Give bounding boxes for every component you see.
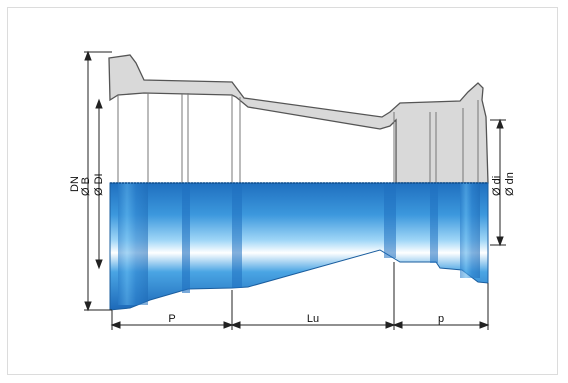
label-ob: Ø B <box>80 177 92 196</box>
label-p-lower: p <box>438 313 444 325</box>
dimension-lines <box>84 50 506 330</box>
label-odi-upper: Ø DI <box>93 173 105 196</box>
label-odi-lower: Ø di <box>491 176 503 196</box>
label-odn: Ø dn <box>504 172 516 196</box>
bore-lines <box>117 93 479 183</box>
label-dn: DN <box>69 176 81 192</box>
socket-bands <box>118 183 480 305</box>
label-lu: Lu <box>307 313 319 325</box>
label-p-upper: P <box>168 313 175 325</box>
wall-section <box>108 54 489 184</box>
